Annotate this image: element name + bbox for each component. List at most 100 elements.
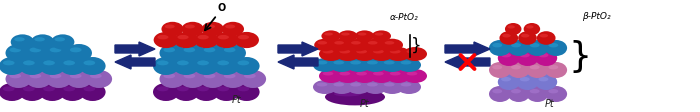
Ellipse shape xyxy=(353,47,377,61)
Ellipse shape xyxy=(50,73,62,78)
Ellipse shape xyxy=(518,31,537,45)
Ellipse shape xyxy=(346,80,370,94)
Ellipse shape xyxy=(157,86,169,91)
Ellipse shape xyxy=(225,25,235,28)
Ellipse shape xyxy=(545,62,567,78)
Ellipse shape xyxy=(164,25,175,28)
Ellipse shape xyxy=(319,47,343,61)
Ellipse shape xyxy=(183,73,195,78)
Ellipse shape xyxy=(9,73,21,78)
Ellipse shape xyxy=(158,35,169,39)
Ellipse shape xyxy=(70,73,81,78)
Ellipse shape xyxy=(214,83,239,101)
Ellipse shape xyxy=(353,69,377,83)
Ellipse shape xyxy=(55,37,65,41)
Ellipse shape xyxy=(34,37,45,41)
Ellipse shape xyxy=(356,72,367,75)
Text: }: } xyxy=(568,40,591,74)
Ellipse shape xyxy=(317,41,327,45)
Ellipse shape xyxy=(501,53,511,57)
Ellipse shape xyxy=(537,31,556,45)
Ellipse shape xyxy=(517,50,538,66)
Ellipse shape xyxy=(205,25,215,28)
Ellipse shape xyxy=(390,50,400,53)
FancyArrow shape xyxy=(445,42,490,56)
Ellipse shape xyxy=(31,34,55,50)
Ellipse shape xyxy=(374,32,384,36)
Ellipse shape xyxy=(407,72,417,75)
Text: α-PtO₂: α-PtO₂ xyxy=(390,13,419,22)
Ellipse shape xyxy=(66,44,92,62)
Ellipse shape xyxy=(19,83,45,101)
Ellipse shape xyxy=(174,32,199,48)
Ellipse shape xyxy=(489,62,511,78)
Ellipse shape xyxy=(382,39,403,51)
Ellipse shape xyxy=(313,58,337,72)
Ellipse shape xyxy=(400,61,412,65)
Ellipse shape xyxy=(338,30,358,42)
Ellipse shape xyxy=(222,22,244,36)
Ellipse shape xyxy=(10,34,34,50)
Ellipse shape xyxy=(545,86,567,102)
Ellipse shape xyxy=(333,61,344,65)
Ellipse shape xyxy=(46,70,72,88)
Ellipse shape xyxy=(3,60,15,65)
Ellipse shape xyxy=(202,22,224,36)
Ellipse shape xyxy=(500,31,518,45)
Ellipse shape xyxy=(193,57,219,75)
Ellipse shape xyxy=(521,34,529,38)
Ellipse shape xyxy=(50,47,62,52)
Ellipse shape xyxy=(358,32,367,36)
Ellipse shape xyxy=(86,70,112,88)
Ellipse shape xyxy=(214,32,239,48)
Ellipse shape xyxy=(193,83,219,101)
Ellipse shape xyxy=(29,47,41,52)
Ellipse shape xyxy=(319,69,343,83)
Ellipse shape xyxy=(350,83,361,86)
Ellipse shape xyxy=(530,89,540,93)
Ellipse shape xyxy=(489,86,511,102)
Ellipse shape xyxy=(331,39,353,51)
Ellipse shape xyxy=(43,86,55,91)
Ellipse shape xyxy=(66,70,92,88)
Ellipse shape xyxy=(384,41,394,45)
Ellipse shape xyxy=(39,83,65,101)
Ellipse shape xyxy=(397,58,421,72)
Ellipse shape xyxy=(238,35,249,39)
Ellipse shape xyxy=(160,44,186,62)
Ellipse shape xyxy=(83,86,95,91)
Ellipse shape xyxy=(157,60,169,65)
Ellipse shape xyxy=(380,58,404,72)
Ellipse shape xyxy=(508,86,530,102)
Ellipse shape xyxy=(6,44,32,62)
Ellipse shape xyxy=(386,69,410,83)
Ellipse shape xyxy=(346,58,370,72)
Ellipse shape xyxy=(234,57,260,75)
Ellipse shape xyxy=(154,32,178,48)
Ellipse shape xyxy=(336,47,360,61)
Ellipse shape xyxy=(336,69,360,83)
Ellipse shape xyxy=(333,83,344,86)
Ellipse shape xyxy=(240,70,266,88)
Ellipse shape xyxy=(520,53,530,57)
Ellipse shape xyxy=(548,43,559,47)
Ellipse shape xyxy=(180,70,206,88)
Ellipse shape xyxy=(363,80,387,94)
Ellipse shape xyxy=(520,77,530,81)
Ellipse shape xyxy=(14,37,24,41)
Ellipse shape xyxy=(492,89,502,93)
Ellipse shape xyxy=(538,53,548,57)
Ellipse shape xyxy=(70,47,81,52)
Ellipse shape xyxy=(407,50,417,53)
Ellipse shape xyxy=(224,73,235,78)
Text: β-PtO₂: β-PtO₂ xyxy=(582,12,610,21)
Ellipse shape xyxy=(517,74,538,90)
Ellipse shape xyxy=(237,86,249,91)
Ellipse shape xyxy=(350,61,361,65)
Ellipse shape xyxy=(548,89,559,93)
Ellipse shape xyxy=(26,44,52,62)
Ellipse shape xyxy=(63,86,75,91)
Ellipse shape xyxy=(403,47,427,61)
Ellipse shape xyxy=(313,80,337,94)
Ellipse shape xyxy=(63,60,75,65)
